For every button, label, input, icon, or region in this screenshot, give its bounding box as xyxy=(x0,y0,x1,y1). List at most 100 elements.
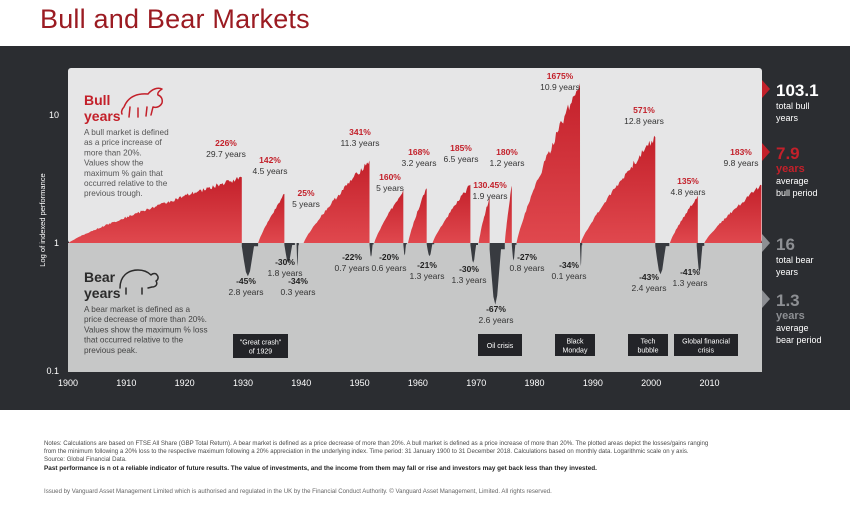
summary-caption: bear period xyxy=(776,335,822,345)
bull-market-area xyxy=(478,196,490,243)
bull-market-area xyxy=(68,176,242,243)
bear-duration-label: 0.8 years xyxy=(510,263,545,273)
x-tick-label: 2010 xyxy=(699,378,719,388)
summary-caption: years xyxy=(776,310,805,322)
bull-heading: Bull xyxy=(84,92,110,108)
bull-heading-years: years xyxy=(84,108,121,124)
event-label: "Great crash" xyxy=(240,340,282,347)
bull-duration-label: 29.7 years xyxy=(206,149,246,159)
bear-loss-label: -22% xyxy=(342,252,362,262)
bear-heading: Bear xyxy=(84,269,116,285)
bear-duration-label: 1.8 years xyxy=(268,268,303,278)
summary-value: 103.1 xyxy=(776,81,819,100)
bear-loss-label: -41% xyxy=(680,267,700,277)
y-tick-label: 1 xyxy=(54,238,59,248)
bear-market-area xyxy=(655,243,670,275)
bear-market-area xyxy=(426,243,435,257)
event-label: Oil crisis xyxy=(487,343,514,350)
bull-market-area xyxy=(374,189,404,243)
bull-gain-label: 185% xyxy=(450,143,472,153)
x-tick-label: 1990 xyxy=(583,378,603,388)
bull-duration-label: 11.3 years xyxy=(340,138,379,148)
bear-market-area xyxy=(296,243,299,267)
bull-duration-label: 1.2 years xyxy=(490,158,525,168)
event-box xyxy=(478,334,522,356)
bear-loss-label: -67% xyxy=(486,304,506,314)
summary-caption: total bull xyxy=(776,101,810,111)
event-box xyxy=(628,334,668,356)
bull-market-area xyxy=(408,188,427,243)
x-tick-label: 1920 xyxy=(175,378,195,388)
notes-line-2: from the minimum following a 20% loss to… xyxy=(44,448,689,455)
bull-gain-label: 142% xyxy=(259,155,281,165)
summary-caption: bull period xyxy=(776,188,818,198)
bear-duration-label: 0.1 years xyxy=(552,271,587,281)
bull-gain-label: 183% xyxy=(730,147,752,157)
x-tick-label: 1930 xyxy=(233,378,253,388)
bear-market-area xyxy=(403,243,407,256)
event-label: Global financial xyxy=(682,339,730,346)
summary-value: 16 xyxy=(776,235,795,254)
bear-market-area xyxy=(489,243,505,305)
bull-legend-text: Values show the xyxy=(84,159,144,168)
bear-market-area xyxy=(369,243,374,257)
bear-loss-label: -21% xyxy=(417,260,437,270)
event-label: Tech xyxy=(641,339,656,346)
bull-legend-text: more than 20%. xyxy=(84,148,142,157)
summary-caption: total bear xyxy=(776,255,814,265)
summary-caption: years xyxy=(776,163,805,175)
summary-value: 7.9 xyxy=(776,144,800,163)
notes-issued: Issued by Vanguard Asset Management Limi… xyxy=(44,488,552,495)
x-tick-label: 1970 xyxy=(466,378,486,388)
bull-icon-outline xyxy=(120,87,163,118)
summary-caption: years xyxy=(776,267,799,277)
summary-marker xyxy=(762,143,770,161)
event-label: bubble xyxy=(637,348,658,355)
bull-legend-text: as a price increase of xyxy=(84,138,163,147)
event-label: of 1929 xyxy=(249,349,272,356)
bull-duration-label: 4.8 years xyxy=(671,187,706,197)
summary-caption: average xyxy=(776,176,809,186)
notes-warning-wrap: Past performance is n ot a reliable indi… xyxy=(44,465,597,473)
bear-loss-label: -30% xyxy=(275,257,295,267)
bull-duration-label: 5 years xyxy=(292,199,320,209)
bull-gain-label: 168% xyxy=(408,147,430,157)
x-tick-label: 1960 xyxy=(408,378,428,388)
bear-duration-label: 2.6 years xyxy=(479,315,514,325)
bull-duration-label: 9.8 years xyxy=(724,158,759,168)
bear-loss-label: -30% xyxy=(459,264,479,274)
bull-legend-text: previous trough. xyxy=(84,189,143,198)
bull-market-area xyxy=(258,193,285,243)
x-tick-label: 1980 xyxy=(525,378,545,388)
bear-duration-label: 1.3 years xyxy=(410,271,445,281)
bull-legend-text: A bull market is defined xyxy=(84,128,169,137)
bear-market-area xyxy=(470,243,478,263)
event-label: Monday xyxy=(563,348,588,355)
x-tick-label: 1950 xyxy=(350,378,370,388)
event-box xyxy=(674,334,738,356)
bull-legend-text: maximum % gain that xyxy=(84,169,163,178)
bull-gain-label: 1675% xyxy=(547,71,574,81)
bear-legend-text: Values show the maximum % loss xyxy=(84,325,208,334)
bull-market-area xyxy=(303,160,370,243)
bull-legend-text: occurred relative to the xyxy=(84,179,168,188)
bear-duration-label: 1.3 years xyxy=(452,275,487,285)
bull-gain-label: 135% xyxy=(677,176,699,186)
y-tick-label: 0.1 xyxy=(46,366,59,376)
bear-market-area xyxy=(511,243,517,261)
bear-duration-label: 2.4 years xyxy=(632,283,667,293)
bear-legend-text: that occurred relative to the xyxy=(84,336,184,345)
x-tick-label: 1910 xyxy=(116,378,136,388)
bear-market-area xyxy=(696,243,705,273)
bull-market-area xyxy=(516,83,581,243)
bear-icon xyxy=(119,269,159,295)
bull-market-area xyxy=(504,185,512,243)
bull-gain-label: 226% xyxy=(215,138,237,148)
bear-heading-years: years xyxy=(84,285,121,301)
bull-gain-label: 180% xyxy=(496,147,518,157)
bull-market-area xyxy=(669,195,698,243)
bull-gain-label: 130.45% xyxy=(473,180,507,190)
bear-loss-label: -45% xyxy=(236,276,256,286)
bull-gain-label: 341% xyxy=(349,127,371,137)
bear-icon-outline xyxy=(119,269,159,295)
